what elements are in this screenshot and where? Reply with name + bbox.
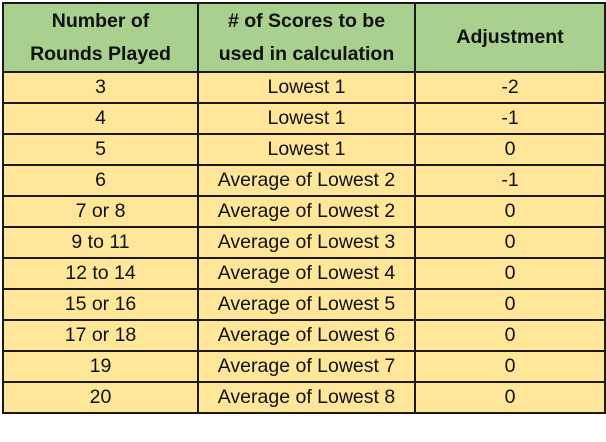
adjustment-cell: -1 xyxy=(414,164,606,197)
scores-used-cell: Average of Lowest 6 xyxy=(197,319,416,352)
scores-used-cell: Average of Lowest 5 xyxy=(197,288,416,321)
table-row: 6 Average of Lowest 2 -1 xyxy=(2,164,606,197)
table-body: 3 Lowest 1 -2 4 Lowest 1 -1 5 Lowest 1 0 6 Average… xyxy=(2,71,606,414)
rounds-played-cell: 17 or 18 xyxy=(2,319,199,352)
header-scores-line-1: # of Scores to be xyxy=(227,9,386,32)
header-scores-line-2: used in calculation xyxy=(218,42,395,65)
adjustment-cell: 0 xyxy=(414,350,606,383)
adjustment-cell: 0 xyxy=(414,319,606,352)
header-rounds-played: Number of Rounds Played xyxy=(2,2,199,73)
rounds-played-cell: 12 to 14 xyxy=(2,257,199,290)
adjustment-cell: 0 xyxy=(414,133,606,166)
header-adjustment: Adjustment xyxy=(414,2,606,73)
rounds-played-cell: 20 xyxy=(2,381,199,414)
rounds-played-cell: 15 or 16 xyxy=(2,288,199,321)
rounds-played-cell: 7 or 8 xyxy=(2,195,199,228)
rounds-played-cell: 9 to 11 xyxy=(2,226,199,259)
header-scores-used: # of Scores to be used in calculation xyxy=(197,2,416,73)
table-row: 3 Lowest 1 -2 xyxy=(2,71,606,104)
scores-used-cell: Average of Lowest 4 xyxy=(197,257,416,290)
adjustment-cell: -1 xyxy=(414,102,606,135)
scores-used-cell: Lowest 1 xyxy=(197,71,416,104)
rounds-played-cell: 4 xyxy=(2,102,199,135)
header-rounds-line-2: Rounds Played xyxy=(30,42,171,65)
scores-used-cell: Average of Lowest 8 xyxy=(197,381,416,414)
adjustment-cell: 0 xyxy=(414,288,606,321)
adjustment-cell: -2 xyxy=(414,71,606,104)
scores-used-cell: Average of Lowest 2 xyxy=(197,164,416,197)
header-rounds-line-1: Number of xyxy=(51,9,150,32)
rounds-played-cell: 6 xyxy=(2,164,199,197)
handicap-table: Number of Rounds Played # of Scores to b… xyxy=(2,2,606,414)
rounds-played-cell: 19 xyxy=(2,350,199,383)
adjustment-cell: 0 xyxy=(414,381,606,414)
table-row: 4 Lowest 1 -1 xyxy=(2,102,606,135)
header-row: Number of Rounds Played # of Scores to b… xyxy=(2,2,606,73)
rounds-played-cell: 5 xyxy=(2,133,199,166)
adjustment-cell: 0 xyxy=(414,257,606,290)
rounds-played-cell: 3 xyxy=(2,71,199,104)
scores-used-cell: Average of Lowest 3 xyxy=(197,226,416,259)
scores-used-cell: Lowest 1 xyxy=(197,102,416,135)
table-header: Number of Rounds Played # of Scores to b… xyxy=(2,2,606,73)
adjustment-cell: 0 xyxy=(414,226,606,259)
adjustment-cell: 0 xyxy=(414,195,606,228)
scores-used-cell: Average of Lowest 7 xyxy=(197,350,416,383)
scores-used-cell: Lowest 1 xyxy=(197,133,416,166)
scores-used-cell: Average of Lowest 2 xyxy=(197,195,416,228)
